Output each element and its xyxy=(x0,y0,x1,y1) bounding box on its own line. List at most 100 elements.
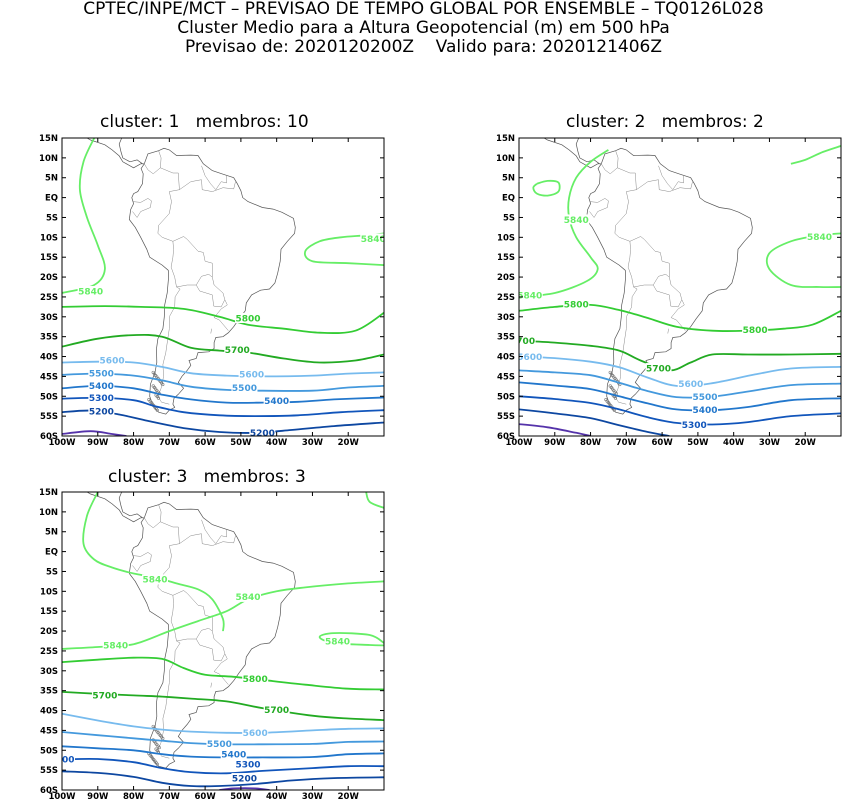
contour-label-bg xyxy=(324,636,351,647)
country-border xyxy=(144,163,161,175)
y-tick-label: 10N xyxy=(496,154,515,164)
contour-label-5200: 5200 xyxy=(89,407,114,417)
contour-label-bg xyxy=(88,380,115,391)
x-tick-label: 100W xyxy=(505,438,533,448)
coastline xyxy=(128,501,296,769)
country-border xyxy=(176,628,213,642)
y-tick-label: 10S xyxy=(40,233,58,243)
y-tick-label: 60S xyxy=(40,432,58,442)
y-tick-label: 55S xyxy=(40,766,58,776)
country-border xyxy=(589,198,609,218)
contour-label-5300: 5300 xyxy=(682,421,707,431)
contour-label-bg xyxy=(77,285,104,296)
y-tick-label: 20S xyxy=(40,627,58,637)
contour-label-5800: 5800 xyxy=(743,326,768,336)
y-tick-label: 15N xyxy=(39,134,58,144)
island xyxy=(613,396,618,400)
contour-line-5840 xyxy=(519,149,609,298)
contour-label-bg xyxy=(102,640,129,651)
contour-line-5100 xyxy=(62,430,127,436)
x-tick-label: 20W xyxy=(795,438,817,448)
country-border xyxy=(636,179,693,192)
contour-label-5400: 5400 xyxy=(221,751,246,761)
contour-label-bg xyxy=(231,382,258,393)
x-tick-label: 30W xyxy=(302,792,324,802)
y-tick-label: 10S xyxy=(497,233,515,243)
contour-label-5500: 5500 xyxy=(232,384,257,394)
y-tick-label: 10N xyxy=(39,508,58,518)
contour-line-5840 xyxy=(82,492,225,632)
contour-line-5600 xyxy=(519,355,841,388)
contour-label-5700: 5700 xyxy=(92,692,117,702)
panel-2-plot-area: 5840 5840 5840 5800 5800 5700 5700 5600 5600 5500… xyxy=(510,138,841,436)
country-border xyxy=(210,682,212,688)
contour-label-bg xyxy=(263,704,290,715)
country-border xyxy=(210,328,212,334)
contour-label-bg xyxy=(88,405,115,416)
contour-label-5600: 5600 xyxy=(517,353,542,363)
x-tick-label: 90W xyxy=(544,438,566,448)
header-line-2: Cluster Medio para a Altura Geopotencial… xyxy=(177,18,670,38)
contour-line-5400 xyxy=(62,384,384,404)
country-border xyxy=(144,517,161,529)
panel-frame xyxy=(61,137,385,437)
y-tick-label: 20S xyxy=(497,273,515,283)
contour-label-bg xyxy=(692,404,719,415)
y-tick-label: 15N xyxy=(496,134,515,144)
island xyxy=(155,762,159,766)
x-tick-label: 20W xyxy=(338,438,360,448)
coastline xyxy=(585,147,753,415)
contour-label-bg xyxy=(224,344,251,355)
contour-line-5700 xyxy=(62,333,384,364)
country-border xyxy=(633,274,670,288)
x-tick-label: 60W xyxy=(652,438,674,448)
contour-line-5840 xyxy=(62,138,106,294)
panel-2-title: cluster: 2 membros: 2 xyxy=(566,112,764,132)
contour-label-5840: 5840 xyxy=(517,292,542,302)
country-border xyxy=(629,236,686,331)
coastline xyxy=(543,138,602,169)
contour-label-bg xyxy=(88,392,115,403)
contour-label-5840: 5840 xyxy=(325,638,350,648)
coastline xyxy=(118,138,143,165)
y-tick-label: 30S xyxy=(40,667,58,677)
contour-line-5800 xyxy=(62,305,384,334)
contour-label-5700: 5700 xyxy=(264,706,289,716)
country-border xyxy=(172,590,229,685)
contour-label-5500: 5500 xyxy=(207,740,232,750)
contour-label-bg xyxy=(563,214,590,225)
contour-line-5840 xyxy=(365,492,384,509)
y-tick-label: 25S xyxy=(40,647,58,657)
y-tick-label: 55S xyxy=(497,412,515,422)
x-tick-label: 60W xyxy=(195,792,217,802)
x-tick-label: 80W xyxy=(123,438,145,448)
y-tick-label: 35S xyxy=(40,687,58,697)
coastline xyxy=(86,138,145,169)
x-tick-label: 50W xyxy=(230,438,252,448)
contour-line-5840 xyxy=(318,632,384,647)
contour-label-5400: 5400 xyxy=(693,406,718,416)
y-tick-label: 5N xyxy=(502,174,515,184)
x-tick-label: 20W xyxy=(338,792,360,802)
coastline xyxy=(118,492,143,519)
header-line-3: Previsao de: 2020120200Z Valido para: 20… xyxy=(184,37,662,57)
y-tick-label: 50S xyxy=(497,392,515,402)
country-border xyxy=(132,552,152,572)
contour-label-5840: 5840 xyxy=(807,233,832,243)
contour-label-5840: 5840 xyxy=(142,576,167,586)
contour-label-5700: 5700 xyxy=(510,337,535,347)
x-tick-label: 40W xyxy=(266,792,288,802)
contour-label-bg xyxy=(519,351,543,362)
contour-label-5300: 5300 xyxy=(49,755,74,765)
y-tick-label: 55S xyxy=(40,412,58,422)
x-tick-label: 60W xyxy=(195,438,217,448)
panel-1-plot-area: 5840 5840 5800 5700 5600 5600 5500 5500 5400 5400… xyxy=(62,138,384,436)
contour-label-bg xyxy=(238,369,265,380)
contour-label-bg xyxy=(242,673,269,684)
contour-label-bg xyxy=(360,233,384,244)
contour-label-5600: 5600 xyxy=(243,729,268,739)
y-tick-label: 10N xyxy=(39,154,58,164)
contour-line-5400 xyxy=(519,381,841,412)
